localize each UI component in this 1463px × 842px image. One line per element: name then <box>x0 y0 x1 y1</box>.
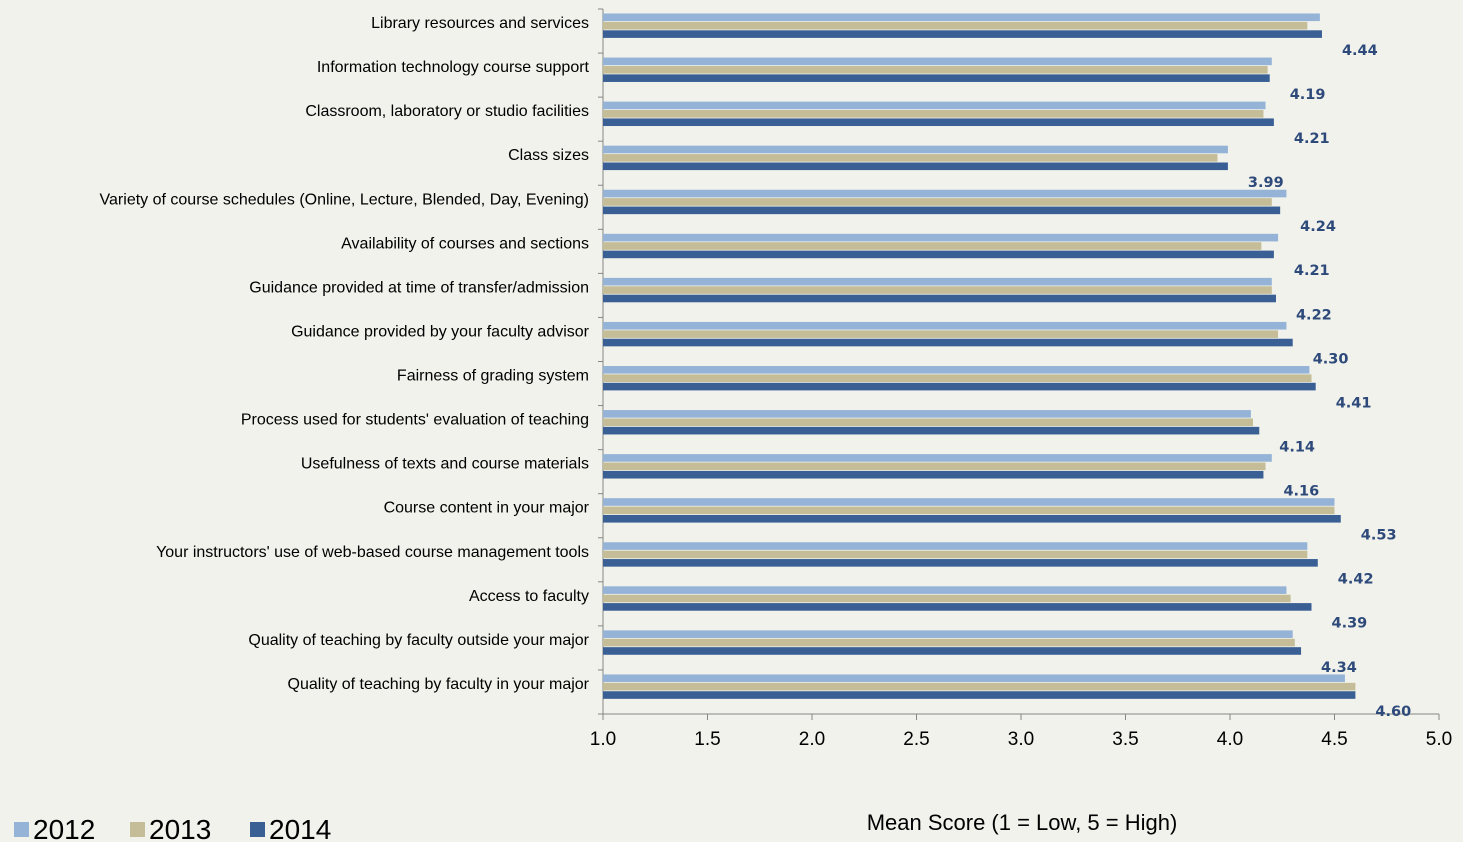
bar-2013 <box>603 550 1308 559</box>
bar-2012 <box>603 454 1272 462</box>
x-tick-label: 2.0 <box>799 729 825 750</box>
bar-2014 <box>603 30 1322 38</box>
bar-2014 <box>603 74 1270 82</box>
bar-2013 <box>603 154 1218 162</box>
category-label: Library resources and services <box>371 15 589 32</box>
x-tick-label: 4.0 <box>1217 729 1243 750</box>
data-label: 3.99 <box>1248 175 1284 191</box>
category-label: Class sizes <box>508 147 589 164</box>
bar-2013 <box>603 286 1272 294</box>
bar-2012 <box>603 630 1293 638</box>
category-label: Guidance provided by your faculty adviso… <box>291 323 590 340</box>
bar-2013 <box>603 638 1295 647</box>
bar-2014 <box>603 382 1316 391</box>
legend-swatch-2014 <box>250 822 265 837</box>
bar-2014 <box>603 250 1274 259</box>
bar-2012 <box>603 586 1287 594</box>
bar-2014 <box>603 426 1260 435</box>
x-tick-label: 1.0 <box>590 729 616 750</box>
category-label: Quality of teaching by faculty outside y… <box>248 632 589 649</box>
bar-2014 <box>603 559 1318 567</box>
category-label: Guidance provided at time of transfer/ad… <box>249 279 589 296</box>
bar-2012 <box>603 498 1335 506</box>
bar-2012 <box>603 321 1287 330</box>
category-label: Course content in your major <box>384 500 590 517</box>
bar-2012 <box>603 13 1320 22</box>
bar-2013 <box>603 682 1356 691</box>
data-label: 4.41 <box>1336 395 1372 411</box>
bar-2013 <box>603 330 1279 338</box>
data-label: 4.44 <box>1342 43 1378 59</box>
x-tick-label: 3.0 <box>1008 729 1034 750</box>
bar-2013 <box>603 110 1264 118</box>
bar-2014 <box>603 691 1356 699</box>
bar-2012 <box>603 57 1272 66</box>
category-label: Availability of courses and sections <box>341 235 589 252</box>
bar-2014 <box>603 294 1276 303</box>
bar-2012 <box>603 277 1272 286</box>
legend-swatch-2013 <box>130 822 145 837</box>
bar-2013 <box>603 65 1268 74</box>
bar-2014 <box>603 118 1274 127</box>
data-label: 4.21 <box>1294 131 1330 147</box>
bar-2014 <box>603 647 1302 655</box>
bar-2014 <box>603 338 1293 347</box>
category-label: Quality of teaching by faculty in your m… <box>288 676 590 693</box>
bar-2012 <box>603 410 1251 418</box>
category-label: Access to faculty <box>469 588 589 605</box>
x-tick-label: 1.5 <box>694 729 720 750</box>
legend-label-2012: 2012 <box>33 814 95 842</box>
x-tick-label: 4.5 <box>1321 729 1347 750</box>
data-label: 4.14 <box>1279 439 1315 455</box>
bar-2013 <box>603 594 1291 603</box>
x-tick-label: 2.5 <box>903 729 929 750</box>
x-axis-title: Mean Score (1 = Low, 5 = High) <box>867 810 1178 835</box>
legend-swatch-2012 <box>14 822 29 837</box>
data-label: 4.60 <box>1375 704 1411 720</box>
bar-2012 <box>603 233 1279 242</box>
bar-2013 <box>603 506 1335 515</box>
bar-2013 <box>603 374 1312 382</box>
data-label: 4.24 <box>1300 219 1336 235</box>
bar-2012 <box>603 542 1308 550</box>
bar-2014 <box>603 470 1264 479</box>
data-label: 4.39 <box>1332 616 1368 632</box>
data-label: 4.22 <box>1296 307 1332 323</box>
bar-2012 <box>603 145 1228 154</box>
data-label: 4.53 <box>1361 528 1397 544</box>
bar-2014 <box>603 514 1341 523</box>
bar-2012 <box>603 366 1310 374</box>
data-label: 4.30 <box>1313 351 1349 367</box>
data-label: 4.19 <box>1290 87 1326 103</box>
bar-2012 <box>603 189 1287 198</box>
bar-2014 <box>603 206 1281 215</box>
bar-2013 <box>603 462 1266 471</box>
bar-2013 <box>603 242 1262 250</box>
category-label: Your instructors' use of web-based cours… <box>156 544 589 561</box>
data-label: 4.34 <box>1321 660 1357 676</box>
data-label: 4.21 <box>1294 263 1330 279</box>
category-label: Variety of course schedules (Online, Lec… <box>100 191 589 208</box>
bar-2013 <box>603 21 1308 30</box>
category-label: Process used for students' evaluation of… <box>241 412 589 429</box>
bar-2014 <box>603 603 1312 611</box>
bar-2012 <box>603 101 1266 110</box>
legend-label-2013: 2013 <box>149 814 211 842</box>
category-label: Fairness of grading system <box>397 368 589 385</box>
legend-label-2014: 2014 <box>269 814 331 842</box>
category-label: Classroom, laboratory or studio faciliti… <box>305 103 589 120</box>
category-label: Usefulness of texts and course materials <box>301 456 589 473</box>
bar-2013 <box>603 418 1253 427</box>
x-tick-label: 3.5 <box>1112 729 1138 750</box>
data-label: 4.16 <box>1283 484 1319 500</box>
data-label: 4.42 <box>1338 572 1374 588</box>
bar-2012 <box>603 674 1345 683</box>
category-label: Information technology course support <box>317 59 590 76</box>
bar-2013 <box>603 198 1272 206</box>
x-tick-label: 5.0 <box>1426 729 1452 750</box>
bar-2014 <box>603 162 1228 171</box>
